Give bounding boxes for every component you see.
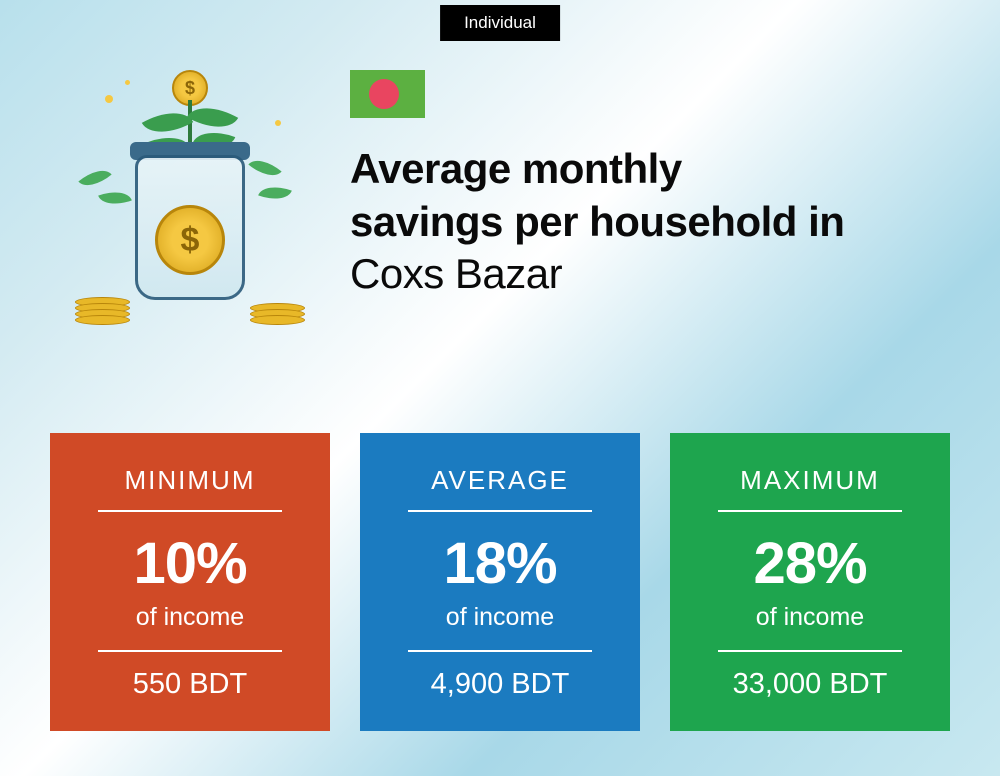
header-section: $ $ Average monthly savings per <box>50 60 844 340</box>
card-amount: 4,900 BDT <box>388 668 612 701</box>
stat-card-average: AVERAGE 18% of income 4,900 BDT <box>360 433 640 731</box>
page-title: Average monthly savings per household in… <box>350 143 844 301</box>
sparkle-icon <box>275 120 281 126</box>
card-label: AVERAGE <box>388 465 612 496</box>
stat-card-minimum: MINIMUM 10% of income 550 BDT <box>50 433 330 731</box>
leaf-icon <box>78 162 111 194</box>
card-percent: 10% <box>78 530 302 597</box>
title-line-2: savings per household in <box>350 196 844 249</box>
divider <box>718 650 902 652</box>
stat-cards-row: MINIMUM 10% of income 550 BDT AVERAGE 18… <box>50 433 950 731</box>
title-line-1: Average monthly <box>350 143 844 196</box>
title-location: Coxs Bazar <box>350 248 844 301</box>
divider <box>98 650 282 652</box>
coin-stack-icon <box>75 301 130 325</box>
savings-jar-illustration: $ $ <box>50 60 310 340</box>
sparkle-icon <box>125 80 130 85</box>
divider <box>718 510 902 512</box>
category-badge: Individual <box>440 5 560 41</box>
card-subtext: of income <box>388 603 612 632</box>
stat-card-maximum: MAXIMUM 28% of income 33,000 BDT <box>670 433 950 731</box>
dollar-coin-icon: $ <box>155 205 225 275</box>
coin-stack-icon <box>250 307 305 325</box>
card-percent: 28% <box>698 530 922 597</box>
card-label: MAXIMUM <box>698 465 922 496</box>
card-percent: 18% <box>388 530 612 597</box>
bangladesh-flag-icon <box>350 70 425 118</box>
sparkle-icon <box>105 95 113 103</box>
card-amount: 33,000 BDT <box>698 668 922 701</box>
leaf-icon <box>248 152 281 184</box>
divider <box>408 510 592 512</box>
divider <box>408 650 592 652</box>
leaf-icon <box>258 180 292 205</box>
card-subtext: of income <box>78 603 302 632</box>
divider <box>98 510 282 512</box>
card-amount: 550 BDT <box>78 668 302 701</box>
leaf-icon <box>98 185 132 210</box>
card-label: MINIMUM <box>78 465 302 496</box>
flag-circle <box>369 79 399 109</box>
title-section: Average monthly savings per household in… <box>350 60 844 301</box>
card-subtext: of income <box>698 603 922 632</box>
